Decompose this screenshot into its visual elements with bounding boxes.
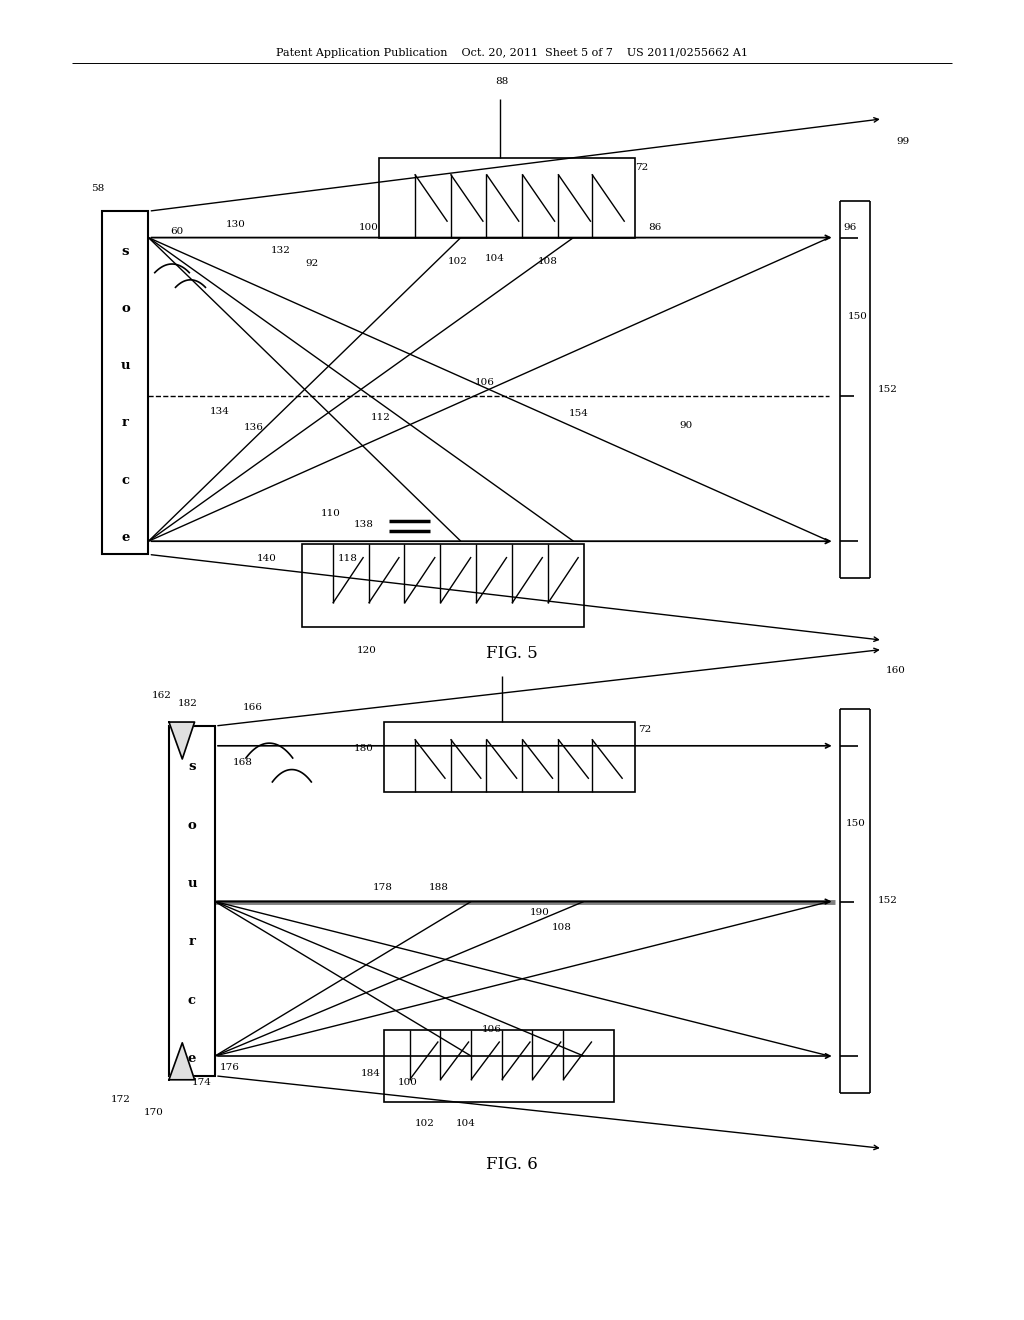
Polygon shape [169, 722, 195, 759]
Text: 102: 102 [447, 257, 468, 265]
Text: 72: 72 [639, 726, 651, 734]
Text: 120: 120 [356, 647, 377, 655]
Polygon shape [169, 1043, 195, 1080]
Text: 106: 106 [474, 379, 495, 387]
Text: s: s [188, 760, 196, 774]
Text: 160: 160 [886, 667, 906, 675]
Text: 140: 140 [256, 554, 276, 562]
Bar [302, 544, 584, 627]
Text: 150: 150 [848, 313, 867, 321]
Text: e: e [187, 1052, 197, 1065]
Text: FIG. 6: FIG. 6 [486, 1156, 538, 1172]
Text: 180: 180 [353, 744, 374, 752]
Bar [102, 211, 148, 554]
Text: r: r [122, 416, 129, 429]
Text: 86: 86 [649, 223, 662, 231]
Bar [384, 1030, 614, 1102]
Text: 104: 104 [484, 255, 505, 263]
Text: 130: 130 [225, 220, 246, 228]
Bar [379, 158, 635, 238]
Text: 118: 118 [338, 554, 358, 562]
Text: 134: 134 [210, 408, 230, 416]
Text: 170: 170 [143, 1109, 164, 1117]
Text: 138: 138 [353, 520, 374, 528]
Text: 100: 100 [358, 223, 379, 231]
Text: 108: 108 [552, 924, 572, 932]
Text: 184: 184 [360, 1069, 381, 1077]
Text: 92: 92 [306, 260, 318, 268]
Text: 60: 60 [171, 227, 183, 235]
Text: 174: 174 [191, 1078, 212, 1086]
Text: 110: 110 [321, 510, 341, 517]
Text: 112: 112 [371, 413, 391, 421]
Bar [384, 722, 635, 792]
Text: 72: 72 [636, 164, 648, 172]
Text: c: c [188, 994, 196, 1007]
Text: 152: 152 [878, 385, 897, 393]
Text: 178: 178 [373, 883, 393, 891]
Bar [169, 726, 215, 1076]
Text: 154: 154 [568, 409, 589, 417]
Text: u: u [121, 359, 130, 372]
Text: 176: 176 [219, 1064, 240, 1072]
Text: 168: 168 [232, 759, 253, 767]
Text: 188: 188 [428, 883, 449, 891]
Text: FIG. 5: FIG. 5 [486, 645, 538, 661]
Text: 150: 150 [846, 820, 865, 828]
Text: 99: 99 [897, 137, 909, 145]
Text: o: o [187, 818, 197, 832]
Text: 152: 152 [878, 896, 897, 906]
Text: r: r [188, 935, 196, 948]
Text: 106: 106 [481, 1026, 502, 1034]
Text: 58: 58 [91, 185, 103, 193]
Text: c: c [122, 474, 129, 487]
Text: 162: 162 [152, 692, 172, 700]
Text: 190: 190 [529, 908, 550, 916]
Text: 166: 166 [243, 704, 263, 711]
Text: e: e [121, 531, 130, 544]
Text: 90: 90 [680, 421, 692, 429]
Text: 102: 102 [415, 1119, 435, 1127]
Text: 88: 88 [496, 78, 508, 86]
Text: 132: 132 [270, 247, 291, 255]
Text: s: s [122, 244, 129, 257]
Text: 172: 172 [111, 1096, 131, 1104]
Text: 104: 104 [456, 1119, 476, 1127]
Text: 100: 100 [397, 1078, 418, 1086]
Text: Patent Application Publication    Oct. 20, 2011  Sheet 5 of 7    US 2011/0255662: Patent Application Publication Oct. 20, … [276, 48, 748, 58]
Text: 182: 182 [177, 700, 198, 708]
Text: u: u [187, 876, 197, 890]
Text: 136: 136 [244, 424, 264, 432]
Text: o: o [121, 302, 130, 315]
Text: 108: 108 [538, 257, 558, 265]
Text: 96: 96 [844, 223, 856, 231]
